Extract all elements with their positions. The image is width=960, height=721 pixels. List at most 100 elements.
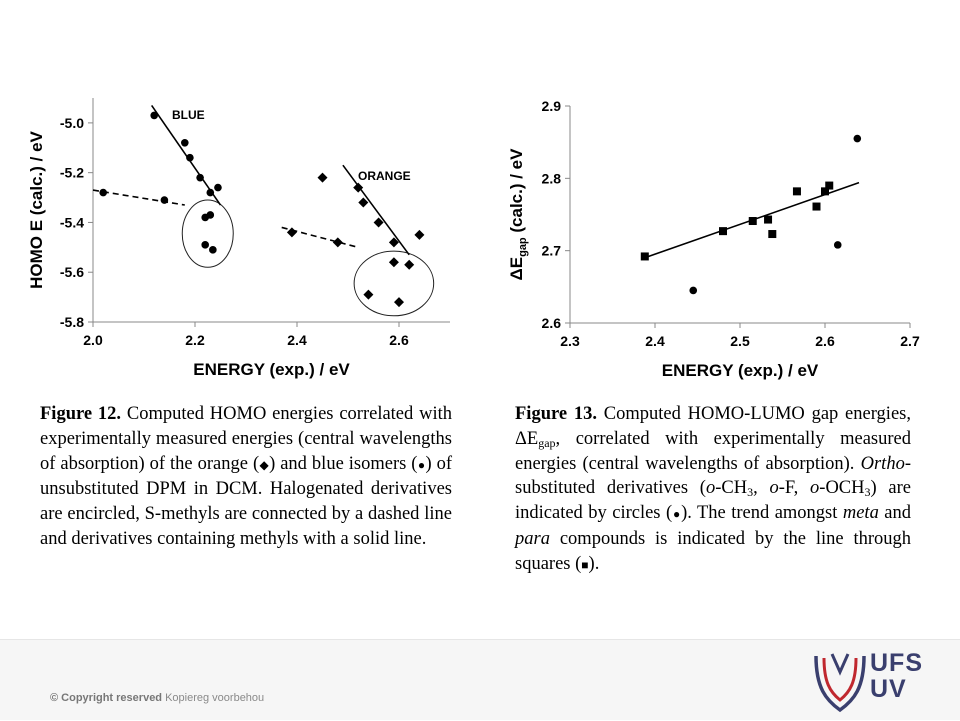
data-point-square bbox=[719, 227, 727, 236]
caption-italic: para bbox=[515, 528, 550, 549]
y-tick-label: -5.4 bbox=[60, 214, 84, 230]
y-tick-label: 2.6 bbox=[542, 315, 562, 331]
data-point-circle bbox=[209, 246, 217, 254]
y-tick-label: -5.8 bbox=[60, 314, 84, 330]
data-point-circle bbox=[689, 286, 698, 295]
caption-italic: meta bbox=[842, 503, 879, 524]
x-tick-label: 2.2 bbox=[185, 332, 205, 348]
y-tick-label: 2.8 bbox=[542, 170, 562, 186]
figure-13-chart: 2.6 2.7 2.8 2.9 2.3 2.4 2.5 2.6 2.7 ENERGY (exp.)… bbox=[500, 90, 930, 390]
data-point-circle bbox=[214, 183, 222, 192]
data-point-diamond bbox=[332, 237, 343, 248]
y-axis-title-main: ΔE bbox=[507, 257, 526, 281]
square-glyph: ■ bbox=[581, 557, 589, 572]
y-tick-label: -5.0 bbox=[60, 115, 84, 131]
data-point-diamond bbox=[404, 259, 415, 270]
data-point-diamond bbox=[353, 182, 364, 193]
solid-trend-line bbox=[150, 105, 222, 206]
x-tick-label: 2.5 bbox=[730, 333, 750, 349]
y-tick-label: -5.6 bbox=[60, 264, 84, 280]
data-point-square bbox=[821, 187, 829, 196]
logo-wordmark: UFS UV bbox=[870, 650, 923, 702]
logo-line-ufs: UFS bbox=[870, 649, 923, 677]
footer-bar: © Copyright reserved Kopiereg voorbehou … bbox=[0, 639, 960, 720]
caption-text: and bbox=[878, 503, 912, 524]
emblem-outer-stroke bbox=[814, 655, 866, 713]
data-point-circle bbox=[99, 188, 107, 197]
caption-italic: o bbox=[810, 478, 820, 499]
data-point-square bbox=[748, 217, 757, 226]
x-tick-label: 2.6 bbox=[815, 333, 835, 349]
data-point-diamond bbox=[394, 297, 404, 308]
caption-text: -OCH bbox=[819, 478, 865, 499]
data-point-square bbox=[764, 215, 773, 224]
dashed-trend-line bbox=[92, 189, 185, 206]
data-point-diamond bbox=[388, 257, 399, 268]
data-point-square bbox=[792, 187, 801, 196]
caption-italic: o bbox=[769, 478, 779, 499]
data-point-diamond bbox=[286, 227, 297, 238]
halogen-group-ellipse bbox=[353, 250, 435, 317]
y-axis-title-subscript: gap bbox=[517, 237, 529, 257]
diamond-glyph: ◆ bbox=[259, 457, 270, 472]
emblem-inner-stroke bbox=[822, 657, 858, 702]
x-axis-title: ENERGY (exp.) / eV bbox=[193, 360, 350, 379]
halogen-group-ellipse bbox=[181, 199, 234, 268]
figure-13-caption: Figure 13. Computed HOMO-LUMO gap energi… bbox=[515, 402, 911, 578]
copyright-notice: © Copyright reserved Kopiereg voorbehou bbox=[50, 692, 264, 704]
data-point-circle bbox=[206, 211, 215, 219]
data-point-diamond bbox=[317, 172, 328, 183]
data-point-circle bbox=[833, 241, 842, 249]
data-point-square bbox=[825, 181, 834, 190]
x-axis-title: ENERGY (exp.) / eV bbox=[662, 361, 819, 380]
data-point-circle bbox=[160, 196, 169, 204]
caption-text: -CH bbox=[715, 478, 748, 499]
data-point-circle bbox=[150, 111, 158, 120]
caption-text: , bbox=[753, 478, 770, 499]
data-point-diamond bbox=[373, 217, 384, 228]
caption-text: Computed HOMO-LUMO gap energies, ΔE bbox=[515, 404, 911, 449]
x-tick-label: 2.4 bbox=[645, 333, 665, 349]
caption-subscript: 3 bbox=[747, 485, 754, 500]
data-point-circle bbox=[206, 188, 215, 197]
data-point-circle bbox=[201, 241, 209, 249]
y-tick-label: 2.7 bbox=[542, 243, 562, 259]
ufs-logo: UFS UV bbox=[812, 644, 932, 716]
emblem-chevron bbox=[830, 653, 850, 676]
data-point-diamond bbox=[414, 229, 425, 240]
figure-12-label: Figure 12. bbox=[40, 404, 122, 424]
caption-italic: Ortho bbox=[860, 453, 905, 474]
y-axis-title-rest: (calc.) / eV bbox=[507, 148, 526, 237]
logo-line-uv: UV bbox=[870, 675, 907, 703]
caption-text: ) of unsubstituted DPM in DCM. Halogenat… bbox=[40, 453, 453, 549]
y-tick-label: 2.9 bbox=[542, 98, 562, 114]
circle-glyph: ● bbox=[417, 457, 426, 472]
x-tick-label: 2.6 bbox=[389, 332, 409, 348]
caption-text: , correlated with experimentally measure… bbox=[515, 428, 911, 474]
y-axis-title: ΔEgap (calc.) / eV bbox=[507, 148, 529, 281]
x-tick-label: 2.7 bbox=[900, 333, 920, 349]
caption-subscript: gap bbox=[538, 435, 556, 450]
caption-text: -substituted derivatives ( bbox=[515, 453, 911, 499]
caption-text: ) and blue isomers ( bbox=[269, 453, 418, 474]
data-point-square bbox=[812, 202, 821, 211]
series-annotation: BLUE bbox=[172, 108, 205, 122]
ufs-emblem-icon bbox=[814, 653, 866, 713]
caption-text: ). The trend amongst bbox=[681, 503, 843, 524]
series-annotation: ORANGE bbox=[358, 169, 411, 183]
data-point-diamond bbox=[363, 289, 374, 300]
x-tick-label: 2.4 bbox=[287, 332, 307, 348]
copyright-translation: Kopiereg voorbehou bbox=[162, 692, 265, 704]
circle-glyph: ● bbox=[672, 507, 682, 522]
data-point-square bbox=[768, 230, 777, 239]
caption-text: -F, bbox=[778, 478, 811, 499]
figure-12-caption: Figure 12. Computed HOMO energies correl… bbox=[40, 402, 452, 552]
x-tick-label: 2.0 bbox=[83, 332, 103, 348]
data-point-diamond bbox=[358, 197, 369, 208]
data-point-circle bbox=[853, 134, 862, 143]
y-axis-title: HOMO E (calc.) / eV bbox=[27, 130, 46, 288]
data-point-circle bbox=[186, 153, 194, 162]
caption-text: ) are indicated by circles ( bbox=[515, 478, 911, 524]
caption-text: Computed HOMO energies correlated with e… bbox=[40, 404, 452, 474]
copyright-label: © Copyright reserved bbox=[50, 692, 163, 704]
